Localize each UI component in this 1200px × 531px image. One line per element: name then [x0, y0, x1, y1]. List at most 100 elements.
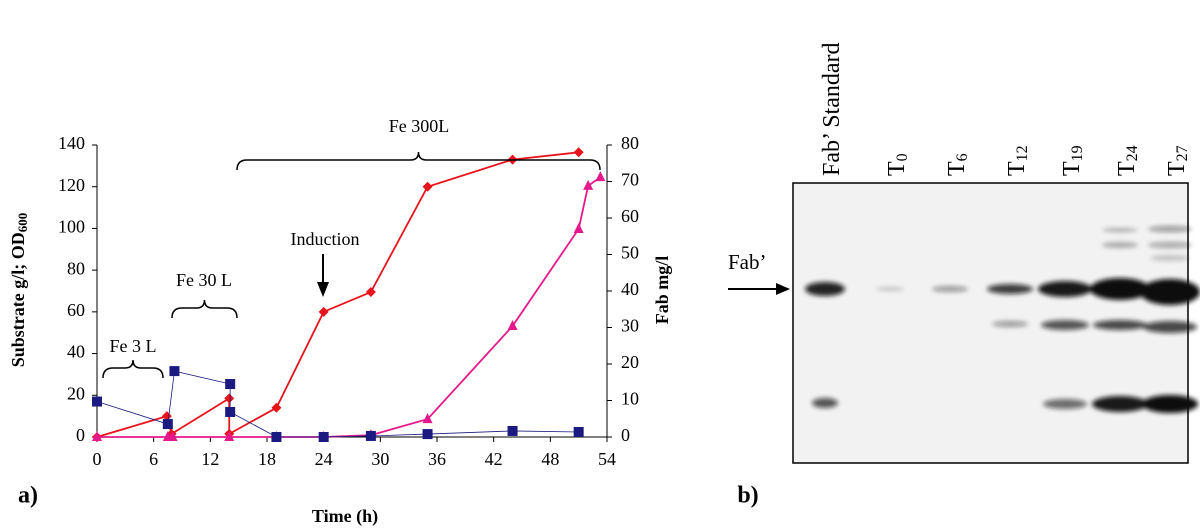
y2-tick-label: 80: [621, 133, 639, 153]
y2-tick-label: 0: [621, 425, 630, 445]
lane-label-sub: 0: [894, 153, 911, 161]
lane-label: T12: [1004, 145, 1031, 176]
lane-label-text: T: [1164, 161, 1190, 176]
point: [365, 430, 376, 441]
gel-band: [1041, 320, 1089, 330]
y-axis-label-sub: 600: [15, 213, 30, 233]
series-line: [97, 176, 601, 438]
y2-tick-label: 30: [621, 316, 639, 336]
y2-tick-label: 70: [621, 170, 639, 190]
gel-band: [876, 287, 904, 291]
point: [573, 147, 584, 158]
point: [318, 432, 329, 442]
x-tick-label: 18: [258, 449, 276, 469]
gel-band: [1102, 242, 1138, 248]
panel-label: b): [737, 483, 758, 509]
x-tick-label: 12: [201, 449, 219, 469]
annotation-arrow-head: [317, 282, 329, 297]
lane-label-sub: 27: [1174, 145, 1191, 161]
y2-tick-label: 10: [621, 389, 639, 409]
lane-label-text: T: [1004, 161, 1030, 176]
y-tick-label: 140: [58, 133, 85, 153]
marker-label: Fab’: [728, 250, 767, 274]
gel-band: [1150, 255, 1190, 261]
x-tick-label: 24: [315, 449, 333, 469]
point: [224, 431, 235, 441]
lane-label-text: T: [1059, 161, 1085, 176]
marker-arrow-head: [776, 283, 790, 295]
gel-band: [987, 284, 1033, 294]
lane-label: T6: [944, 153, 971, 176]
point: [422, 413, 433, 424]
point: [225, 379, 236, 390]
y2-tick-label: 20: [621, 352, 639, 372]
point: [573, 222, 584, 233]
y2-tick-label: 50: [621, 243, 639, 263]
lane-label: T19: [1059, 145, 1086, 176]
annotation: Induction: [291, 229, 360, 249]
y-tick-label: 80: [67, 258, 85, 278]
lane-label: T27: [1164, 145, 1191, 176]
y-tick-label: 120: [58, 175, 85, 195]
gel-band: [1148, 226, 1192, 232]
point: [422, 181, 433, 192]
annotation: Fe 30 L: [176, 270, 232, 290]
y-axis-label: Substrate g/l; OD600: [8, 213, 30, 368]
lane-label-sub: 12: [1014, 145, 1031, 161]
y-tick-label: 20: [67, 383, 85, 403]
y-tick-label: 40: [67, 342, 85, 362]
lane-label-sub: 24: [1124, 145, 1141, 161]
lane-label-sub: 6: [954, 153, 971, 161]
point: [318, 306, 329, 317]
point: [365, 287, 376, 298]
panel-label: a): [18, 483, 38, 509]
y-axis-label-text: Substrate g/l; OD: [8, 232, 28, 367]
bracket: [236, 151, 601, 171]
lane-label-text: T: [944, 161, 970, 176]
gel-band: [1090, 278, 1150, 300]
point: [271, 402, 282, 413]
x-axis-label: Time (h): [312, 506, 378, 527]
lane-label-text: Fab’ Standard: [819, 42, 845, 176]
y-tick-label: 0: [76, 425, 85, 445]
gel-band: [812, 398, 838, 408]
gel-band: [1143, 321, 1197, 333]
point: [92, 396, 102, 407]
gel-band: [1148, 242, 1192, 248]
y-tick-label: 60: [67, 300, 85, 320]
y-tick-label: 100: [58, 217, 85, 237]
point: [169, 366, 180, 377]
gel-band: [1142, 395, 1198, 413]
point: [92, 431, 102, 441]
x-tick-label: 36: [428, 449, 446, 469]
gel-band: [805, 282, 845, 296]
bracket: [102, 359, 164, 379]
gel-bands: [805, 226, 1200, 413]
x-tick-label: 42: [485, 449, 503, 469]
gel-band: [1102, 228, 1138, 232]
point: [162, 419, 173, 430]
x-tick-label: 54: [598, 449, 616, 469]
gel-band: [1038, 281, 1092, 297]
lane-label: Fab’ Standard: [819, 42, 845, 176]
gel-band: [1093, 320, 1147, 330]
x-tick-label: 6: [149, 449, 158, 469]
series-line: [96, 151, 579, 438]
lane-label-sub: 19: [1069, 145, 1086, 161]
gel-band: [1140, 279, 1200, 305]
point: [573, 426, 584, 437]
lane-label: T0: [884, 153, 911, 176]
y2-tick-label: 60: [621, 206, 639, 226]
point: [167, 431, 178, 441]
point: [507, 425, 518, 436]
gel-band: [1092, 396, 1148, 412]
y2-tick-label: 40: [621, 279, 639, 299]
x-tick-label: 0: [93, 449, 102, 469]
point: [507, 320, 518, 331]
x-tick-label: 48: [541, 449, 559, 469]
point: [595, 171, 606, 182]
annotation: Fe 300L: [389, 116, 450, 136]
point: [271, 432, 282, 442]
bracket: [171, 299, 238, 319]
point: [224, 393, 235, 404]
